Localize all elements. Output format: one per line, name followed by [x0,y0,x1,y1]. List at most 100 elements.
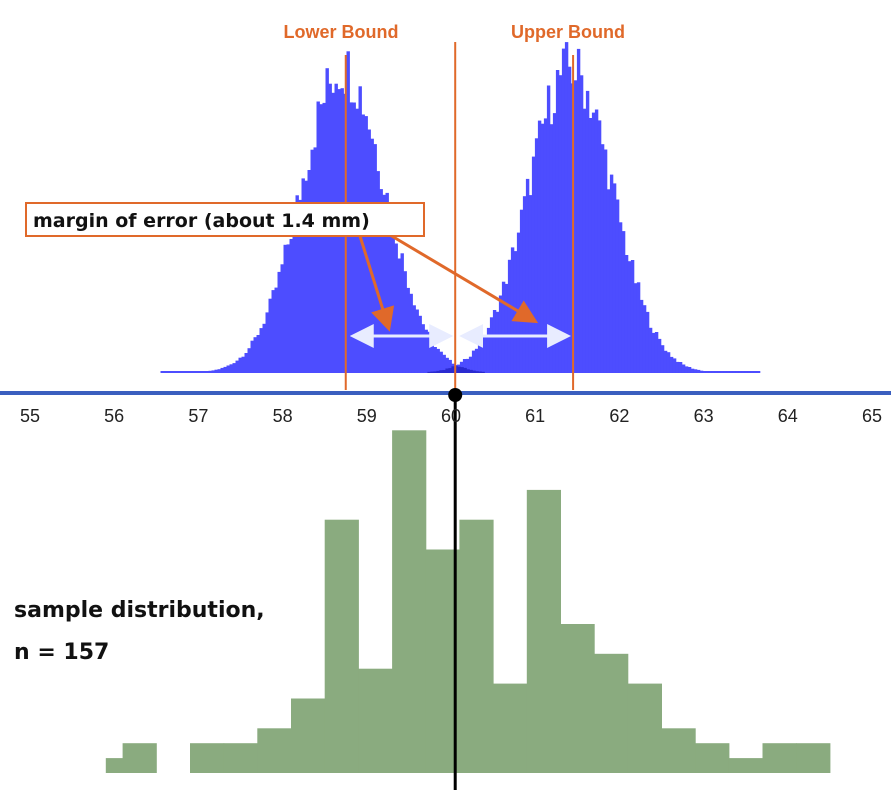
sampling-bar [630,260,635,373]
overlap-bar [442,370,446,373]
sampling-bar [477,345,482,373]
sampling-bar [681,364,686,373]
overlap-bar [457,366,461,373]
sampling-bar [522,196,527,373]
sampling-bar [256,335,260,373]
sampling-bar [196,371,200,373]
sampling-bar [259,328,263,373]
sampling-bar [501,281,506,373]
sampling-bar [597,120,602,374]
sample-bar [223,743,258,773]
sampling-bar [427,331,431,373]
sampling-bar [250,340,254,373]
sampling-bar [202,371,206,373]
sampling-bar [666,352,671,373]
sampling-bar [390,371,395,373]
sample-bar [291,698,326,773]
sampling-bar [193,371,197,373]
margin-of-error-label: margin of error (about 1.4 mm) [33,210,370,232]
sampling-bar [660,345,665,373]
sampling-bar [286,244,290,373]
sampling-bar [537,120,542,373]
sampling-bar [262,323,266,373]
sampling-bar [253,337,257,373]
sampling-bar [606,189,611,373]
sampling-bar [558,75,563,373]
overlap-bar [460,367,464,373]
overlap-bar [475,371,479,373]
sample-mean-dot [448,388,463,402]
sampling-bar [214,369,218,373]
sampling-bar [672,358,677,373]
moe-pointer-arrow-right [384,230,539,324]
sampling-distribution-1 [160,51,530,374]
sampling-bar [471,350,476,373]
sample-bar [594,653,629,773]
sample-bar [493,683,528,773]
overlap-bar [469,369,473,373]
x-tick-label: 65 [862,406,882,426]
sampling-bar [280,264,284,373]
sampling-bar [310,149,314,373]
sampling-bar [552,113,557,373]
sampling-bar [313,147,317,373]
sampling-bar [525,178,530,373]
sampling-bar [678,362,683,373]
sampling-bar [690,368,695,373]
sampling-bar [172,371,176,373]
sampling-bar [576,48,581,374]
sample-bar [661,728,696,773]
sampling-bar [421,324,425,373]
sampling-bar [504,283,509,373]
sampling-bar [738,371,743,373]
x-tick-label: 56 [104,406,124,426]
sampling-bar [304,180,308,373]
overlap-bar [448,368,452,373]
sampling-bar [483,335,488,373]
sampling-bar [265,312,269,373]
sampling-bar [385,192,389,373]
sample-distribution-label: sample distribution, [14,598,265,623]
x-tick-label: 59 [357,406,377,426]
sampling-bar [190,371,194,373]
sampling-bar [355,108,359,373]
upper-bound-label: Upper Bound [511,22,625,42]
sampling-bar [298,199,302,373]
overlap-bar [430,371,434,373]
sampling-bar [669,356,674,373]
sampling-bar [405,371,410,373]
sampling-bar [543,118,548,374]
sampling-bar [603,149,608,373]
sampling-bar [235,360,239,373]
sampling-bar [498,295,503,373]
sampling-bar [618,222,623,373]
sample-bar [324,519,359,773]
sampling-bar [645,311,650,373]
sampling-bar [732,371,737,373]
sampling-bar [549,124,554,373]
sampling-bar [301,178,305,373]
sampling-bar [352,102,356,373]
sample-bar [796,743,831,773]
x-tick-label: 61 [525,406,545,426]
overlap-bar [466,369,470,373]
sampling-bar [702,371,707,373]
x-tick-label: 55 [20,406,40,426]
sample-bar [560,624,595,773]
sampling-bar [687,367,692,373]
sampling-bar [612,183,617,373]
sampling-bar [442,354,446,373]
sampling-bar [166,371,170,373]
sampling-bar [579,75,584,374]
sampling-bar [663,350,668,373]
sampling-bar [723,371,728,373]
overlap-bar [433,371,437,373]
sampling-bar [648,327,653,373]
sample-bar [190,743,225,773]
sampling-bar [696,369,701,373]
sampling-bar [382,194,386,373]
sampling-bar [519,209,524,373]
sampling-bar [283,244,287,373]
sampling-bar [271,290,275,373]
sampling-bar [439,351,443,373]
